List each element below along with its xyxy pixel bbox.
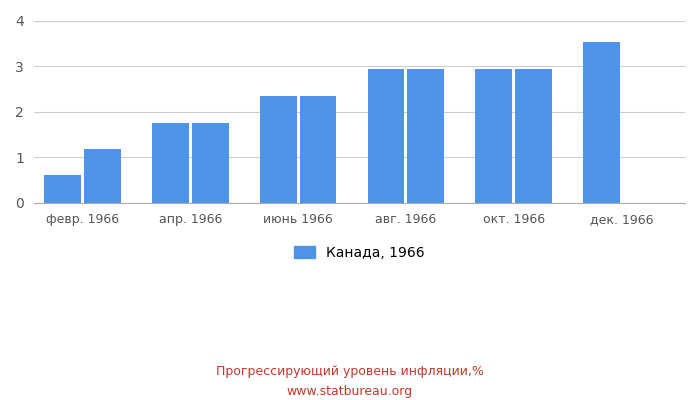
- Bar: [583, 42, 620, 203]
- Bar: [475, 69, 512, 203]
- Bar: [152, 123, 189, 203]
- Legend: Канада, 1966: Канада, 1966: [288, 240, 430, 265]
- Bar: [368, 69, 405, 203]
- Text: www.statbureau.org: www.statbureau.org: [287, 386, 413, 398]
- Bar: [192, 123, 228, 203]
- Bar: [300, 96, 336, 203]
- Bar: [515, 69, 552, 203]
- Bar: [260, 96, 297, 203]
- Bar: [44, 175, 81, 203]
- Bar: [407, 69, 444, 203]
- Bar: [84, 149, 121, 203]
- Text: Прогрессирующий уровень инфляции,%: Прогрессирующий уровень инфляции,%: [216, 366, 484, 378]
